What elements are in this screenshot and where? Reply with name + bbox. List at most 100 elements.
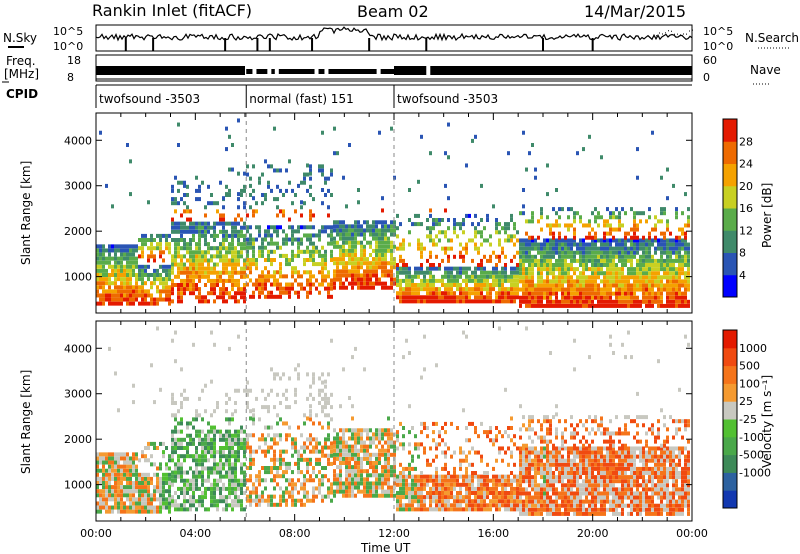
velocity-cell-541 — [207, 429, 210, 434]
power-cell-1637 — [438, 218, 441, 222]
power-cell-582 — [213, 246, 216, 251]
velocity-cell-1041 — [315, 486, 318, 491]
power-cell-1322 — [366, 265, 369, 270]
power-cell-2117 — [543, 283, 546, 288]
velocity-cell-40 — [105, 509, 108, 514]
power-cell-317 — [168, 277, 171, 282]
velocity-cell-868 — [273, 437, 276, 442]
power-cell-1681 — [450, 299, 453, 304]
velocity-cell-440 — [189, 466, 192, 471]
power-cell-1834 — [486, 278, 489, 283]
power-cell-2971 — [678, 242, 681, 247]
power-cell-2409 — [591, 295, 594, 300]
velocity-cell-1266 — [360, 465, 363, 470]
power-cell-2722 — [639, 283, 642, 288]
cpid-segment-label-1: normal (fast) 151 — [249, 92, 353, 106]
power-cell-1872 — [495, 226, 498, 231]
power-cell-1975 — [519, 258, 522, 263]
power-cell-748 — [240, 217, 243, 222]
power-cell-1361 — [375, 257, 378, 262]
velocity-cell-1499 — [411, 486, 414, 491]
power-cell-696 — [231, 143, 234, 147]
velocity-cell-1542 — [420, 430, 423, 435]
power-cell-808 — [252, 249, 255, 254]
power-cell-350 — [174, 246, 177, 251]
power-cell-2738 — [642, 287, 645, 292]
velocity-cell-1029 — [312, 478, 315, 483]
power-cell-1606 — [432, 283, 435, 287]
power-cell-2316 — [573, 219, 576, 224]
velocity-cell-722 — [240, 503, 243, 508]
velocity-cell-30 — [102, 489, 105, 494]
velocity-cell-1402 — [390, 493, 393, 498]
velocity-cell-1734 — [468, 482, 471, 487]
power-cell-450 — [189, 242, 192, 247]
power-cell-2968 — [678, 254, 681, 259]
power-cell-2693 — [633, 227, 636, 232]
velocity-cell-1490 — [408, 442, 411, 447]
velocity-cell-404 — [183, 503, 186, 508]
power-cell-2003 — [525, 299, 528, 304]
velocity-cell-1177 — [342, 432, 345, 437]
power-cell-1388 — [381, 269, 384, 274]
power-cell-2282 — [570, 299, 573, 304]
velocity-cell-640 — [225, 409, 228, 414]
velocity-cell-492 — [198, 429, 201, 434]
velocity-cell-1706 — [462, 478, 465, 483]
power-cell-2905 — [669, 287, 672, 292]
velocity-cell-1376 — [384, 465, 387, 470]
power-cell-460 — [192, 278, 195, 283]
velocity-cell-1779 — [480, 491, 483, 495]
velocity-cell-658 — [228, 437, 231, 442]
velocity-cell-1760 — [474, 471, 477, 475]
power-cell-1591 — [429, 266, 432, 271]
power-cell-2052 — [531, 258, 534, 263]
power-cell-2643 — [627, 295, 630, 300]
power-cell-2861 — [660, 207, 663, 212]
velocity-cell-269 — [156, 505, 159, 510]
power-cell-2757 — [645, 287, 648, 292]
power-cell-2837 — [657, 258, 660, 263]
power-cell-854 — [261, 172, 264, 177]
power-cell-238 — [147, 264, 150, 269]
power-cell-1838 — [486, 238, 489, 243]
power-cell-565 — [210, 266, 213, 271]
power-cell-1820 — [483, 287, 486, 292]
power-cell-2668 — [630, 254, 633, 259]
velocity-cell-464 — [195, 486, 198, 491]
power-cell-576 — [213, 283, 216, 287]
power-cell-2376 — [585, 283, 588, 288]
power-cell-1096 — [321, 282, 324, 287]
power-cell-990 — [294, 266, 297, 271]
power-cell-2561 — [612, 227, 615, 232]
power-cell-2035 — [528, 246, 531, 251]
power-cell-2615 — [621, 258, 624, 263]
power-cell-2138 — [546, 258, 549, 263]
velocity-cell-1091 — [324, 392, 327, 397]
power-cell-2810 — [654, 295, 657, 300]
power-cell-1621 — [435, 266, 438, 271]
power-cell-1108 — [321, 172, 324, 177]
velocity-cell-125 — [120, 456, 123, 461]
velocity-cell-1714 — [465, 499, 468, 504]
velocity-cell-1094 — [327, 494, 330, 499]
power-cell-1209 — [342, 232, 345, 237]
power-cell-519 — [201, 258, 204, 263]
velocity-cell-906 — [282, 457, 285, 462]
velocity-cell-732 — [240, 441, 243, 446]
velocity-cell-1392 — [387, 461, 390, 465]
power-cell-2263 — [567, 295, 570, 300]
power-cell-561 — [210, 287, 213, 292]
power-cell-209 — [141, 289, 144, 294]
power-cell-1700 — [453, 230, 456, 235]
velocity-cell-679 — [231, 441, 234, 446]
velocity-cell-820 — [261, 388, 264, 393]
power-cell-2721 — [639, 287, 642, 292]
power-cell-1740 — [465, 299, 468, 304]
power-cell-2893 — [666, 246, 669, 251]
power-cell-77 — [111, 256, 114, 261]
velocity-cell-157 — [129, 497, 132, 502]
velocity-cell-1810 — [489, 507, 492, 512]
power-cell-360 — [177, 299, 180, 304]
velocity-cell-764 — [249, 502, 252, 507]
